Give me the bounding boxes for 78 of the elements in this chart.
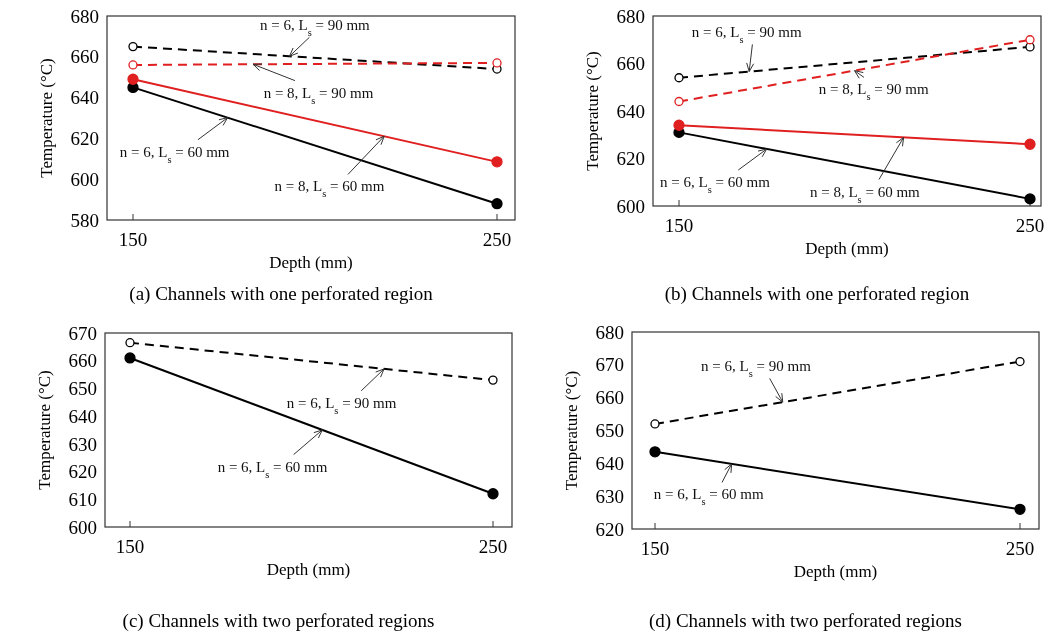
y-tick-label: 660: [595, 387, 624, 409]
point: [492, 58, 502, 68]
y-tick-label: 630: [595, 485, 624, 507]
text: n = 8, L$_{s}$ = 60 mm: [809, 183, 921, 204]
y-tick-label: 600: [616, 195, 645, 217]
y-tick-label: 600: [68, 516, 97, 538]
series-label: n = 6, L$_{s}$ = 60 mm: [119, 143, 230, 165]
y-tick-label: 600: [70, 168, 99, 190]
y-tick-label: 640: [68, 405, 97, 427]
point: [650, 419, 660, 429]
point: [674, 73, 684, 83]
y-tick-label: 620: [68, 461, 97, 483]
y-tick-label: 620: [595, 518, 624, 540]
y-tick-label: 620: [70, 128, 99, 150]
point: [127, 73, 139, 85]
x-tick-label: 250: [1015, 215, 1045, 236]
y-tick-label: 630: [68, 433, 97, 455]
y-tick-label: 670: [595, 354, 624, 376]
y-axis-title: Temperature (°C): [562, 370, 581, 491]
series-label: n = 8, L$_{s}$ = 90 mm: [263, 84, 374, 106]
point: [649, 446, 661, 458]
point: [674, 96, 684, 107]
point: [1024, 138, 1036, 150]
y-tick-label: 680: [70, 5, 99, 27]
point: [124, 352, 136, 364]
text: (a) Channels with one perforated region: [129, 283, 434, 305]
y-tick-label: 680: [595, 321, 624, 343]
point: [1025, 35, 1035, 45]
y-tick-label: 640: [70, 87, 99, 109]
series-label: n = 6, L$_{s}$ = 90 mm: [286, 394, 397, 416]
series-label: n = 8, L$_{s}$ = 90 mm: [818, 81, 929, 102]
text: n = 8, L$_{s}$ = 60 mm: [274, 178, 385, 199]
y-tick-label: 660: [616, 53, 645, 75]
y-tick-label: 650: [68, 378, 97, 400]
text: (c) Channels with two perforated regions: [122, 610, 435, 632]
y-tick-label: 660: [70, 46, 99, 68]
point: [488, 375, 498, 385]
series-label: n = 6, L$_{s}$ = 60 mm: [653, 486, 764, 507]
x-tick-label: 250: [482, 229, 512, 250]
x-tick-label: 150: [118, 229, 148, 250]
y-tick-label: 670: [68, 322, 97, 344]
y-axis-title: Temperature (°C): [35, 370, 54, 490]
x-tick-label: 150: [115, 536, 145, 557]
point: [1015, 356, 1025, 367]
text: (b) Channels with one perforated region: [664, 283, 970, 305]
point: [1024, 193, 1036, 205]
point: [128, 60, 138, 70]
y-tick-label: 650: [595, 420, 624, 442]
series-label: n = 6, L$_{s}$ = 60 mm: [660, 174, 771, 195]
x-tick-label: 250: [478, 536, 508, 557]
x-axis-title: Depth (mm): [266, 560, 351, 579]
series-label: n = 6, L$_{s}$ = 90 mm: [701, 358, 812, 379]
series-label: n = 6, L$_{s}$ = 90 mm: [691, 24, 802, 45]
x-tick-label: 250: [1005, 538, 1035, 559]
y-tick-label: 580: [70, 209, 99, 231]
point: [491, 198, 503, 210]
series-label: n = 6, L$_{s}$ = 90 mm: [260, 17, 371, 38]
x-axis-title: Depth (mm): [793, 562, 878, 581]
text: (d) Channels with two perforated regions: [649, 610, 962, 632]
point: [128, 41, 138, 52]
y-tick-label: 620: [616, 148, 645, 170]
y-tick-label: 640: [595, 452, 624, 474]
point: [125, 338, 135, 348]
y-axis-title: Temperature (°C): [583, 51, 602, 171]
y-tick-label: 680: [616, 5, 645, 27]
point: [1014, 503, 1026, 515]
y-tick-label: 660: [68, 350, 97, 372]
x-axis-title: Depth (mm): [269, 253, 353, 272]
y-axis-title: Temperature (°C): [37, 58, 56, 178]
point: [673, 119, 685, 131]
x-tick-label: 150: [640, 538, 670, 559]
y-tick-label: 640: [616, 100, 645, 122]
point: [491, 156, 503, 168]
x-axis-title: Depth (mm): [805, 239, 889, 258]
series-label: n = 6, L$_{s}$ = 60 mm: [217, 458, 328, 480]
x-tick-label: 150: [664, 215, 694, 236]
y-tick-label: 610: [68, 488, 97, 510]
point: [487, 488, 499, 500]
